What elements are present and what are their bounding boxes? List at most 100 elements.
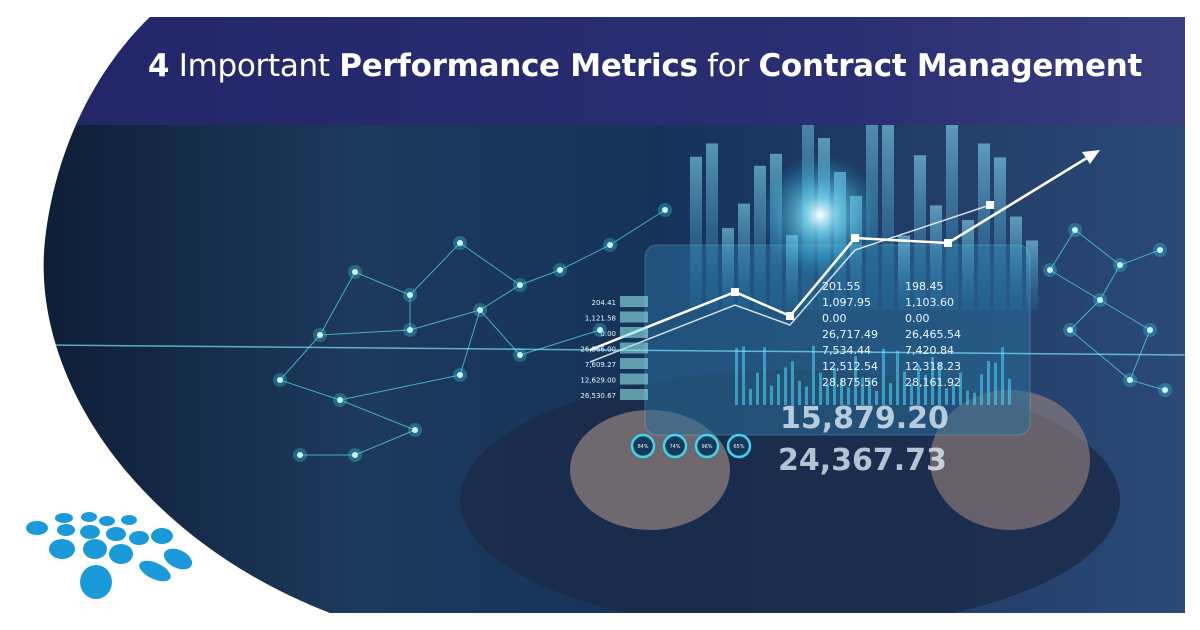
network-node <box>1072 227 1078 233</box>
left-hand <box>570 410 730 530</box>
left-value: 26,566.00 <box>580 346 616 354</box>
network-edge <box>479 284 521 311</box>
mini-bar <box>735 348 738 405</box>
network-node <box>477 307 483 313</box>
gauge-label: 84% <box>637 444 648 450</box>
network-node <box>352 269 358 275</box>
mini-bar <box>952 383 955 405</box>
title-word: for <box>697 48 759 84</box>
network-edge <box>519 269 561 286</box>
value-col2: 26,465.54 <box>905 328 961 341</box>
arrow-head-icon <box>1082 150 1100 164</box>
network-edge <box>1069 299 1101 331</box>
network-node <box>557 267 563 273</box>
bar <box>1026 240 1038 310</box>
mini-bar <box>945 388 948 405</box>
value-chip <box>620 373 648 385</box>
mini-bar <box>819 372 822 405</box>
value-chip <box>620 342 648 354</box>
network-edge <box>459 309 481 376</box>
mini-bar <box>749 388 752 405</box>
gauge-ring <box>726 433 752 459</box>
network-node <box>407 292 413 298</box>
mini-bar <box>1001 347 1004 405</box>
light-flare <box>760 155 880 275</box>
bar <box>882 125 894 310</box>
mini-bar <box>980 374 983 405</box>
gauge-ring <box>630 433 656 459</box>
network-edge <box>339 374 461 401</box>
value-col1: 12,512.54 <box>822 360 878 373</box>
network-node <box>1162 387 1168 393</box>
bar <box>946 122 958 310</box>
title-banner <box>43 17 1185 125</box>
mini-bar <box>784 367 787 405</box>
bar <box>898 235 910 310</box>
network-node <box>337 397 343 403</box>
mini-bar <box>826 383 829 405</box>
title-word: Important <box>169 48 340 84</box>
network-node <box>1157 247 1163 253</box>
bar <box>754 165 766 310</box>
mini-bar <box>840 378 843 405</box>
mini-bar <box>903 371 906 405</box>
network-edge <box>479 309 521 356</box>
value-col2: 0.00 <box>905 312 930 325</box>
mini-bar <box>917 364 920 405</box>
value-col1: 28,875.56 <box>822 376 878 389</box>
mini-bar <box>889 383 892 405</box>
big-value-2: 24,367.73 <box>778 443 947 478</box>
network-node <box>457 372 463 378</box>
title-emphasis-2: Contract Management <box>758 48 1143 84</box>
value-col1: 0.00 <box>822 312 847 325</box>
mini-bar <box>994 362 997 405</box>
left-values: 204.41 1,121.58 0.00 26,566.00 7,609.27 12,62… <box>580 296 648 400</box>
network-node <box>1117 262 1123 268</box>
network-node <box>352 452 358 458</box>
dot-cluster-logo <box>26 512 193 599</box>
network-node <box>517 282 523 288</box>
value-col1: 201.55 <box>822 280 861 293</box>
value-col2: 198.45 <box>905 280 944 293</box>
mini-bar <box>875 391 878 405</box>
left-value: 26,530.67 <box>580 392 616 400</box>
network-edge <box>319 271 356 336</box>
network-edge <box>1119 249 1161 266</box>
network-edge <box>354 429 416 456</box>
network-node <box>662 207 668 213</box>
bar <box>738 203 750 310</box>
network-node <box>317 332 323 338</box>
bar <box>978 143 990 310</box>
mini-bar <box>966 390 969 405</box>
trend-markers <box>731 201 994 320</box>
network-edge <box>1049 269 1101 301</box>
gauges: 84% 74% 96% 65% <box>630 433 752 459</box>
network-edge <box>279 379 341 401</box>
left-value: 7,609.27 <box>585 361 616 369</box>
mini-bar <box>805 386 808 405</box>
mini-bar <box>791 361 794 405</box>
left-value: 204.41 <box>592 299 617 307</box>
value-chip <box>620 389 648 400</box>
mini-bar <box>959 372 962 405</box>
trend-line <box>589 151 1096 352</box>
left-value: 1,121.58 <box>585 315 616 323</box>
network-node <box>1127 377 1133 383</box>
network-edge <box>519 329 601 356</box>
mini-bar <box>910 383 913 405</box>
big-value-1: 15,879.20 <box>780 401 949 436</box>
mini-bar <box>763 347 766 405</box>
network-node <box>407 327 413 333</box>
network-edge <box>1099 264 1121 301</box>
mini-bar <box>1008 378 1011 405</box>
network-edge <box>409 309 481 331</box>
page-title: 4 Important Performance Metrics for Cont… <box>110 48 1180 84</box>
value-col2: 7,420.84 <box>905 344 954 357</box>
network-edge <box>354 271 411 296</box>
network-edge <box>319 329 411 336</box>
network-edge <box>1074 229 1121 266</box>
value-columns: 201.55 1,097.95 0.00 26,717.49 7,534.44 12,51… <box>822 280 961 389</box>
network-edge <box>1129 379 1166 391</box>
value-col2: 12,318.23 <box>905 360 961 373</box>
